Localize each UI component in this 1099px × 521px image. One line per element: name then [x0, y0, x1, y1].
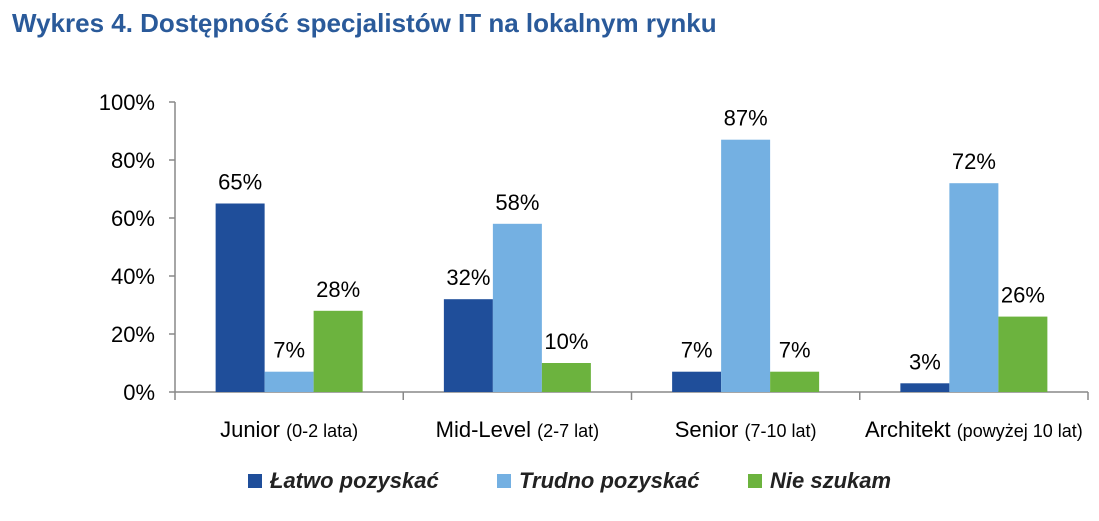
y-tick-label: 20%	[111, 322, 155, 347]
y-tick-label: 40%	[111, 264, 155, 289]
legend-label: Trudno pozyskać	[519, 468, 700, 493]
data-label: 26%	[1001, 283, 1045, 308]
data-label: 10%	[544, 329, 588, 354]
data-label: 65%	[218, 170, 262, 195]
y-tick-label: 0%	[123, 380, 155, 405]
data-label: 72%	[952, 149, 996, 174]
bar	[264, 371, 314, 392]
category-label: Senior (7-10 lat)	[675, 417, 817, 442]
bar	[998, 316, 1048, 392]
data-label: 58%	[495, 190, 539, 215]
data-labels: 65% 7% 28% 32% 58% 10% 7% 87% 7% 3% 72% 26%	[218, 106, 1045, 375]
y-tick-label: 80%	[111, 148, 155, 173]
data-label: 7%	[681, 338, 713, 363]
x-axis	[174, 391, 1089, 400]
category-label: Junior (0-2 lata)	[220, 417, 358, 442]
bar	[541, 363, 591, 392]
bars	[215, 139, 1048, 392]
bar	[492, 223, 542, 392]
data-label: 28%	[316, 277, 360, 302]
bar	[215, 203, 265, 392]
bar	[900, 383, 950, 392]
bar	[443, 299, 493, 392]
legend-swatch	[248, 474, 262, 488]
data-label: 3%	[909, 349, 941, 374]
bar	[770, 371, 820, 392]
category-label: Architekt (powyżej 10 lat)	[865, 417, 1083, 442]
data-label: 32%	[446, 265, 490, 290]
chart-title: Wykres 4. Dostępność specjalistów IT na …	[12, 8, 717, 38]
legend: Łatwo pozyskać Trudno pozyskać Nie szukam	[248, 468, 891, 493]
bar	[949, 183, 999, 392]
category-label: Mid-Level (2-7 lat)	[436, 417, 600, 442]
bar	[672, 371, 722, 392]
y-tick-label: 60%	[111, 206, 155, 231]
legend-swatch	[748, 474, 762, 488]
legend-label: Nie szukam	[770, 468, 891, 493]
data-label: 7%	[273, 338, 305, 363]
bar	[721, 139, 771, 392]
y-tick-label: 100%	[99, 90, 155, 115]
bar	[313, 310, 363, 392]
data-label: 7%	[779, 338, 811, 363]
legend-label: Łatwo pozyskać	[269, 468, 439, 493]
data-label: 87%	[724, 106, 768, 131]
category-labels: Junior (0-2 lata) Mid-Level (2-7 lat) Seni…	[220, 417, 1083, 442]
legend-swatch	[497, 474, 511, 488]
y-axis: 0% 20% 40% 60% 80% 100%	[99, 90, 176, 405]
